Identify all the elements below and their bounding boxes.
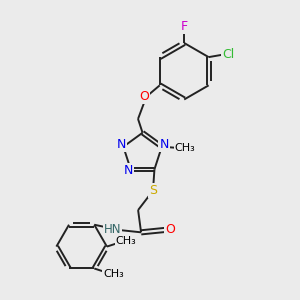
Text: O: O [165,224,175,236]
Text: Cl: Cl [222,48,234,61]
Text: HN: HN [103,224,121,236]
Text: N: N [124,164,133,177]
Text: CH₃: CH₃ [175,143,195,153]
Text: CH₃: CH₃ [116,236,136,246]
Text: F: F [181,20,188,33]
Text: CH₃: CH₃ [103,269,124,279]
Text: O: O [139,90,149,103]
Text: N: N [160,138,169,151]
Text: S: S [149,184,157,197]
Text: N: N [116,138,126,151]
